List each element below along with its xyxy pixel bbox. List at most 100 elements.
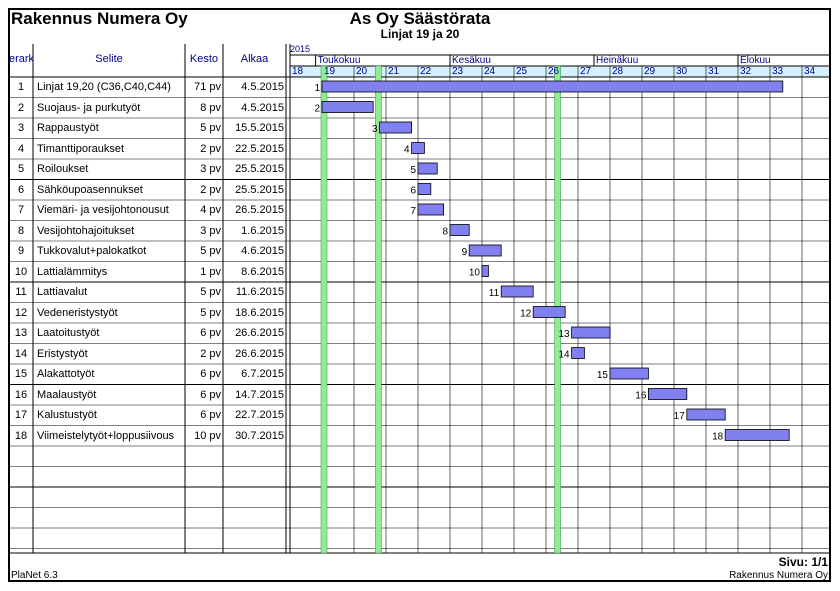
- chart-subtitle: Linjat 19 ja 20: [380, 27, 460, 41]
- week-label-26: 26: [548, 66, 560, 77]
- task-bar-label: 11: [489, 288, 500, 299]
- task-bar: [321, 80, 784, 93]
- task-duration: 5 pv: [200, 122, 221, 134]
- week-label-30: 30: [676, 66, 688, 77]
- task-id: 3: [17, 122, 25, 134]
- task-start: 26.6.2015: [235, 327, 284, 339]
- task-bar-label: 4: [404, 145, 410, 156]
- task-bar-label: 16: [635, 391, 647, 402]
- task-duration: 10 pv: [194, 429, 221, 442]
- task-start: 30.7.2015: [235, 429, 284, 442]
- task-id: 2: [17, 101, 25, 114]
- task-duration: 3 pv: [200, 224, 221, 237]
- task-start: 25.5.2015: [235, 183, 284, 196]
- task-duration: 2 pv: [200, 142, 221, 155]
- task-bar: [648, 388, 688, 400]
- task-id: 8: [17, 224, 25, 237]
- task-id: 10: [14, 265, 28, 278]
- task-id: 13: [14, 327, 28, 339]
- task-id: 5: [17, 163, 25, 175]
- task-bar: [724, 429, 790, 441]
- task-name: Vedeneristystyöt: [37, 306, 118, 319]
- task-id: 14: [14, 347, 28, 360]
- task-name: Timanttiporaukset: [37, 142, 125, 155]
- column-header-desc: Selite: [95, 53, 123, 65]
- week-label-23: 23: [452, 66, 464, 77]
- week-label-21: 21: [388, 66, 400, 77]
- task-start: 6.7.2015: [241, 368, 284, 380]
- week-label-29: 29: [644, 66, 656, 77]
- task-id: 18: [14, 429, 28, 442]
- task-bar: [321, 101, 374, 113]
- task-start: 26.6.2015: [235, 347, 284, 360]
- week-label-28: 28: [612, 66, 624, 77]
- task-start: 22.7.2015: [235, 409, 284, 421]
- task-duration: 6 pv: [200, 388, 221, 401]
- task-duration: 2 pv: [200, 183, 221, 196]
- task-bar: [500, 285, 534, 298]
- week-label-19: 19: [324, 66, 336, 77]
- task-bar-label: 1: [314, 83, 320, 94]
- task-name: Linjat 19,20 (C36,C40,C44): [37, 81, 171, 93]
- week-label-32: 32: [740, 66, 752, 77]
- month-label-3: Heinäkuu: [596, 55, 639, 66]
- task-bar-label: 6: [410, 186, 416, 197]
- task-bar: [571, 326, 611, 339]
- task-start: 18.6.2015: [235, 306, 284, 319]
- task-name: Roiloukset: [37, 163, 89, 175]
- task-start: 1.6.2015: [241, 224, 284, 237]
- task-bar-label: 17: [674, 411, 686, 422]
- task-start: 8.6.2015: [241, 265, 284, 278]
- task-duration: 5 pv: [200, 306, 221, 319]
- task-name: Lattialämmitys: [37, 265, 108, 278]
- task-start: 4.6.2015: [241, 245, 284, 257]
- task-name: Lattiavalut: [37, 286, 88, 298]
- task-bar: [379, 121, 413, 134]
- task-duration: 6 pv: [200, 327, 221, 339]
- task-name: Eristystyöt: [37, 347, 88, 360]
- task-bar-label: 9: [462, 247, 468, 258]
- week-label-31: 31: [708, 66, 720, 77]
- task-duration: 6 pv: [200, 368, 221, 380]
- task-id: 1: [17, 81, 25, 93]
- task-bar-label: 14: [558, 350, 570, 361]
- task-name: Suojaus- ja purkutyöt: [37, 101, 141, 114]
- task-bar-label: 5: [410, 165, 416, 176]
- task-name: Sähköupoasennukset: [37, 183, 143, 196]
- holiday-column: [375, 65, 382, 554]
- week-label-22: 22: [420, 66, 432, 77]
- month-label-4: Elokuu: [740, 55, 771, 66]
- task-bar-label: 3: [372, 124, 378, 135]
- week-label-33: 33: [772, 66, 784, 77]
- task-name: Vesijohtohajoitukset: [37, 224, 135, 237]
- footer-company: Rakennus Numera Oy: [729, 570, 828, 581]
- task-start: 14.7.2015: [235, 388, 284, 401]
- task-name: Maalaustyöt: [37, 388, 97, 401]
- task-name: Alakattotyöt: [37, 368, 95, 380]
- task-duration: 5 pv: [200, 286, 221, 298]
- task-bar: [571, 347, 585, 359]
- task-start: 25.5.2015: [235, 163, 284, 175]
- task-id: 6: [17, 183, 25, 196]
- week-label-27: 27: [580, 66, 592, 77]
- task-bar-label: 18: [712, 432, 724, 443]
- task-name: Viimeistelytyöt+loppusiivous: [37, 429, 175, 442]
- company-name: Rakennus Numera Oy: [11, 9, 188, 28]
- month-label-1: Toukokuu: [317, 55, 361, 66]
- task-id: 4: [17, 142, 25, 155]
- week-label-25: 25: [516, 66, 528, 77]
- chart-title: As Oy Säästörata: [349, 9, 491, 28]
- task-start: 15.5.2015: [235, 122, 284, 134]
- task-bar: [417, 183, 432, 195]
- task-name: Viemäri- ja vesijohtonousut: [37, 204, 169, 216]
- page-indicator: Sivu: 1/1: [778, 555, 828, 569]
- task-duration: 4 pv: [200, 204, 221, 216]
- task-bar: [609, 367, 649, 380]
- task-bar: [686, 408, 726, 421]
- task-bar: [481, 265, 489, 277]
- task-duration: 2 pv: [200, 347, 221, 360]
- task-duration: 6 pv: [200, 409, 221, 421]
- task-bar: [532, 306, 566, 318]
- task-bar-label: 10: [469, 268, 481, 279]
